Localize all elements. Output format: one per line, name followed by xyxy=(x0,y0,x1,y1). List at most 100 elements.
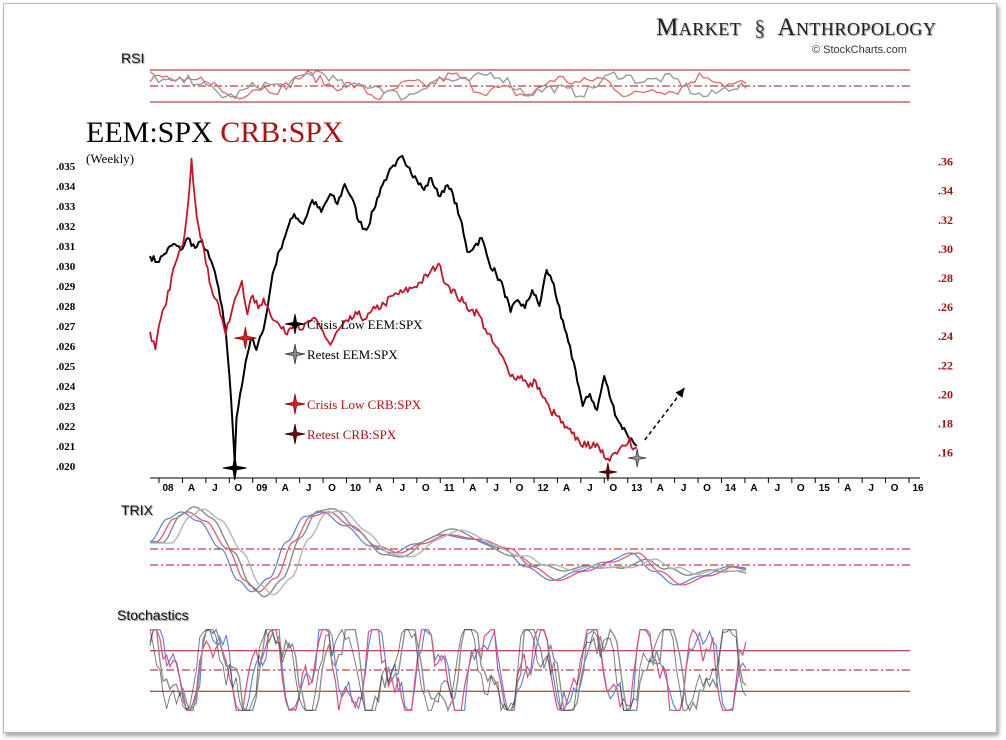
rsi-eem-line xyxy=(149,70,747,102)
legend-star-icon xyxy=(284,393,306,415)
left-axis-tick: .025 xyxy=(56,361,76,373)
brand-left: Market xyxy=(656,14,742,41)
rsi-crb-line xyxy=(149,70,747,101)
brand-logo: Market § Anthropology xyxy=(656,14,936,42)
x-axis-tick: 11 xyxy=(444,483,455,494)
legend-star-icon xyxy=(284,313,306,335)
left-axis-tick: .023 xyxy=(56,401,76,413)
rsi-label: RSI xyxy=(121,50,145,66)
stoch-eem-signal-line xyxy=(149,628,747,712)
left-axis-tick: .020 xyxy=(56,461,76,473)
left-axis-tick: .026 xyxy=(56,341,76,353)
x-axis-tick: J xyxy=(587,483,593,494)
legend-crisis-eem: Crisis Low EEM:SPX xyxy=(307,317,423,332)
left-axis-tick: .024 xyxy=(56,381,76,393)
right-axis-tick: .34 xyxy=(938,184,953,198)
left-axis-tick: .022 xyxy=(56,421,76,433)
x-axis-tick: J xyxy=(493,483,499,494)
right-axis-tick: .28 xyxy=(938,271,953,285)
x-axis-tick: J xyxy=(775,483,781,494)
retest-crb-marker xyxy=(598,462,617,482)
projection-arrowhead xyxy=(675,388,685,398)
x-axis-tick: J xyxy=(868,483,874,494)
x-axis-tick: 13 xyxy=(631,483,643,494)
right-axis-tick: .18 xyxy=(938,416,953,430)
trix-crb-blue-line xyxy=(149,511,747,593)
chart-title: EEM:SPX CRB:SPX xyxy=(86,116,344,150)
x-axis-tick: O xyxy=(328,483,336,494)
legend-retest-eem: Retest EEM:SPX xyxy=(307,347,398,362)
x-axis-tick: A xyxy=(375,483,382,494)
right-axis-tick: .20 xyxy=(938,387,953,401)
title-eem: EEM:SPX xyxy=(86,116,213,149)
crb-spx-line xyxy=(149,157,637,462)
right-axis-tick: .30 xyxy=(938,242,953,256)
left-axis-tick: .032 xyxy=(56,221,76,233)
x-axis-tick: J xyxy=(400,483,406,494)
projection-arrow xyxy=(644,387,686,441)
x-axis-tick: J xyxy=(681,483,687,494)
x-axis-tick: A xyxy=(750,483,757,494)
x-axis-tick: O xyxy=(797,483,805,494)
left-axis-tick: .027 xyxy=(56,321,76,333)
left-axis-tick: .031 xyxy=(56,241,75,253)
x-axis-tick: 10 xyxy=(350,483,362,494)
stoch-crb-k-line xyxy=(149,628,747,711)
x-axis-tick: A xyxy=(469,483,476,494)
legend-crisis-crb: Crisis Low CRB:SPX xyxy=(307,397,422,412)
eem-spx-line xyxy=(149,155,638,463)
legend-star-icon xyxy=(284,343,306,365)
left-axis-tick: .034 xyxy=(56,181,76,193)
left-axis-tick: .029 xyxy=(56,281,76,293)
brand-right: Anthropology xyxy=(777,14,937,41)
x-axis-tick: O xyxy=(422,483,430,494)
trix-label: TRIX xyxy=(121,502,153,518)
trix-eem-signal-line xyxy=(150,508,746,596)
legend-retest-crb: Retest CRB:SPX xyxy=(307,427,397,442)
rsi-panel xyxy=(149,69,910,103)
legend-star-icon xyxy=(284,423,306,445)
axes: .035 .034 .033 .032 .031 .030 .029 .028 .027 .026… xyxy=(56,155,953,494)
x-axis-tick: J xyxy=(212,483,218,494)
x-axis-tick: O xyxy=(609,483,617,494)
x-axis-tick: A xyxy=(844,483,851,494)
chart-frame xyxy=(3,3,997,733)
right-axis-tick: .22 xyxy=(938,358,953,372)
x-axis-tick: O xyxy=(703,483,711,494)
price-panel xyxy=(149,155,686,482)
trix-eem-line xyxy=(150,506,747,598)
x-axis-tick: O xyxy=(891,483,899,494)
right-axis-tick: .32 xyxy=(938,213,953,227)
left-axis-tick: .035 xyxy=(56,161,76,173)
x-axis-tick: A xyxy=(657,483,664,494)
x-axis-tick: J xyxy=(306,483,312,494)
left-axis-tick: .033 xyxy=(56,201,76,213)
x-axis-tick: 16 xyxy=(912,483,924,494)
period-label: (Weekly) xyxy=(86,151,135,166)
x-axis-tick: 14 xyxy=(725,483,737,494)
title-crb: CRB:SPX xyxy=(220,116,344,149)
left-axis-tick: .021 xyxy=(56,441,75,453)
x-axis-tick: O xyxy=(516,483,524,494)
right-axis-tick: .36 xyxy=(938,155,953,169)
trix-crb-signal-line xyxy=(150,511,747,593)
x-axis-tick: 09 xyxy=(256,483,268,494)
right-axis-tick: .16 xyxy=(938,446,953,460)
left-axis-tick: .028 xyxy=(56,301,76,313)
stochastics-label: Stochastics xyxy=(117,607,189,623)
crisis-low-crb-marker xyxy=(234,327,257,350)
x-axis-tick: A xyxy=(188,483,195,494)
dna-icon: § xyxy=(754,15,766,40)
credit-text: © StockCharts.com xyxy=(812,44,907,56)
x-axis-tick: 12 xyxy=(537,483,549,494)
crisis-low-eem-marker xyxy=(222,455,247,481)
x-axis-tick: A xyxy=(563,483,570,494)
left-axis-tick: .030 xyxy=(56,261,76,273)
x-axis-tick: A xyxy=(282,483,289,494)
trix-panel xyxy=(149,506,910,598)
retest-eem-marker xyxy=(628,448,647,468)
right-axis-tick: .26 xyxy=(938,300,953,314)
x-axis-tick: 08 xyxy=(162,483,174,494)
x-axis-tick: O xyxy=(234,483,242,494)
